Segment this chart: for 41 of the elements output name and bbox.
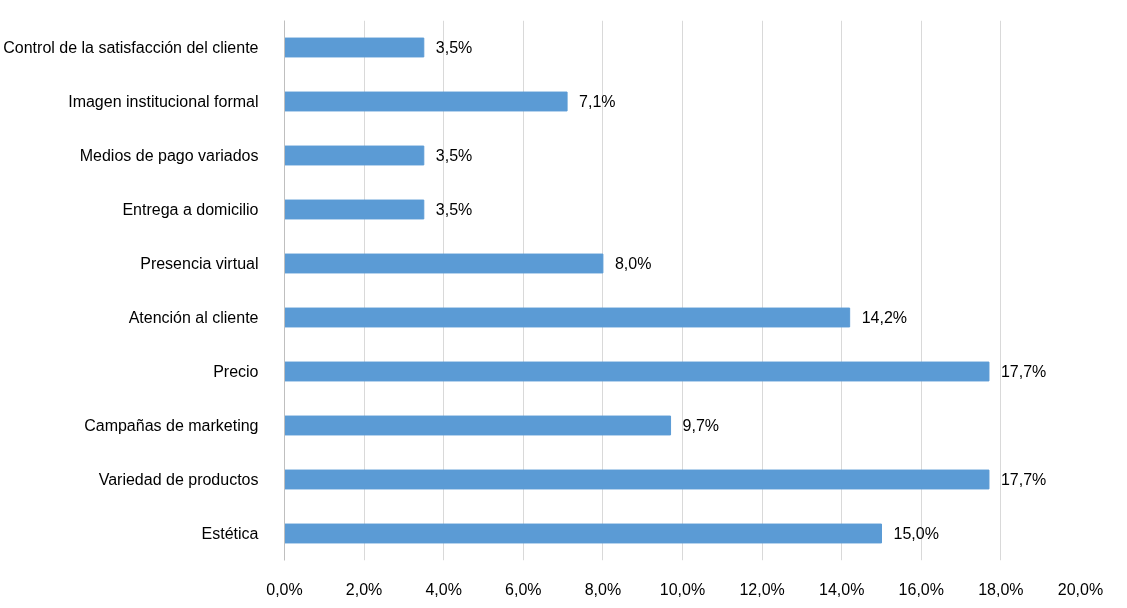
y-tick-label: Control de la satisfacción del cliente	[3, 39, 259, 56]
y-tick-label: Campañas de marketing	[84, 417, 259, 434]
data-label: 17,7%	[1000, 471, 1047, 488]
x-tick-label: 18,0%	[978, 580, 1024, 598]
data-label: 8,0%	[614, 255, 652, 272]
data-label: 3,5%	[435, 39, 473, 56]
x-tick-label: 14,0%	[819, 580, 865, 598]
x-tick-label: 16,0%	[898, 580, 944, 598]
x-tick-label: 0,0%	[266, 580, 303, 598]
y-tick-label: Precio	[213, 363, 259, 380]
y-tick-label: Entrega a domicilio	[122, 201, 259, 218]
bar	[284, 523, 882, 544]
data-label: 14,2%	[861, 309, 908, 326]
data-label: 3,5%	[435, 201, 473, 218]
bar	[284, 253, 604, 274]
x-tick-label: 6,0%	[505, 580, 542, 598]
x-tick-label: 10,0%	[659, 580, 706, 598]
data-label: 3,5%	[435, 147, 473, 164]
y-tick-label: Medios de pago variados	[79, 147, 259, 164]
bar	[284, 145, 425, 166]
data-label: 15,0%	[893, 525, 939, 542]
bar	[284, 307, 851, 328]
x-tick-label: 2,0%	[345, 580, 383, 598]
x-tick-label: 12,0%	[739, 580, 785, 598]
bar	[284, 37, 425, 58]
data-label: 9,7%	[682, 417, 720, 434]
x-tick-label: 8,0%	[584, 580, 622, 598]
data-label: 7,1%	[579, 93, 616, 110]
data-label: 17,7%	[1000, 363, 1047, 380]
y-tick-label: Imagen institucional formal	[68, 93, 259, 110]
bar	[284, 91, 568, 112]
bar	[284, 199, 425, 220]
bar	[284, 361, 990, 382]
x-tick-label: 4,0%	[425, 580, 462, 598]
y-tick-label: Variedad de productos	[98, 471, 259, 488]
y-tick-label: Presencia virtual	[140, 255, 259, 272]
y-tick-label: Estética	[201, 525, 259, 542]
x-tick-label: 20,0%	[1057, 580, 1104, 598]
bar	[284, 415, 672, 436]
bar	[284, 469, 990, 490]
y-tick-label: Atención al cliente	[128, 309, 259, 326]
